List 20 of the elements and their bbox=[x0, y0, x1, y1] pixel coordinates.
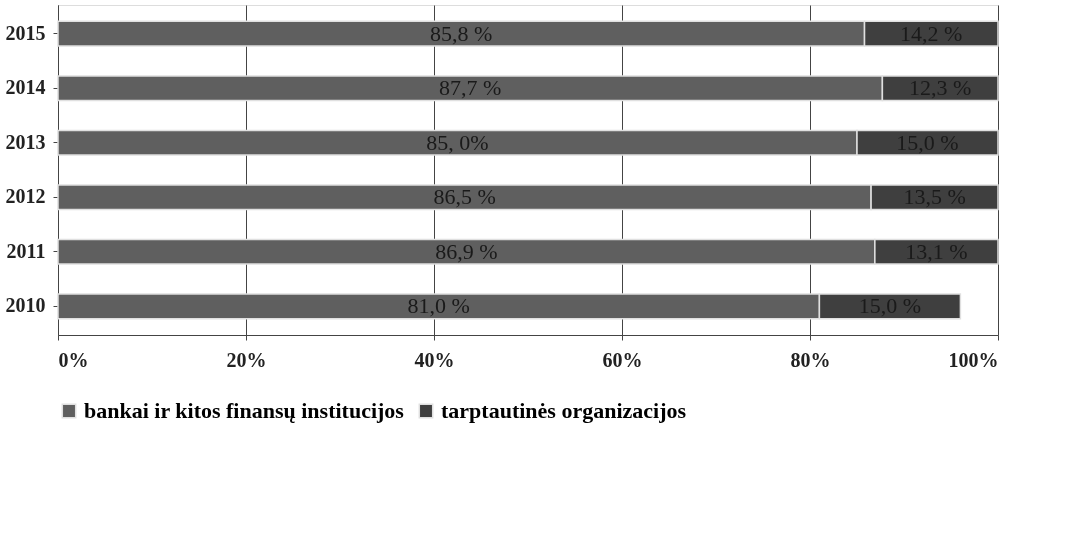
data-label: 85,8 % bbox=[430, 20, 493, 46]
x-tick-label: 0% bbox=[58, 348, 89, 371]
x-tick-label: 80% bbox=[790, 348, 831, 371]
legend-label: tarptautinės organizacijos bbox=[441, 398, 687, 423]
data-label: 81,0 % bbox=[407, 293, 470, 319]
data-label: 85, 0% bbox=[426, 129, 489, 155]
x-tick-label: 40% bbox=[414, 348, 455, 371]
legend-label: bankai ir kitos finansų institucijos bbox=[84, 398, 405, 423]
x-tick-label: 60% bbox=[602, 348, 643, 371]
x-tick-label: 20% bbox=[226, 348, 267, 371]
y-tick-label: 2014 bbox=[5, 76, 46, 99]
data-label: 86,5 % bbox=[433, 184, 496, 210]
y-tick-label: 2010 bbox=[5, 294, 46, 317]
y-tick-label: 2012 bbox=[5, 185, 46, 208]
y-tick-label: 2013 bbox=[5, 130, 46, 153]
data-label: 86,9 % bbox=[435, 238, 498, 264]
y-tick-label: 2011 bbox=[6, 239, 46, 262]
x-tick-label: 100% bbox=[948, 348, 999, 371]
y-tick-label: 2015 bbox=[5, 21, 46, 44]
data-label: 87,7 % bbox=[439, 75, 502, 101]
